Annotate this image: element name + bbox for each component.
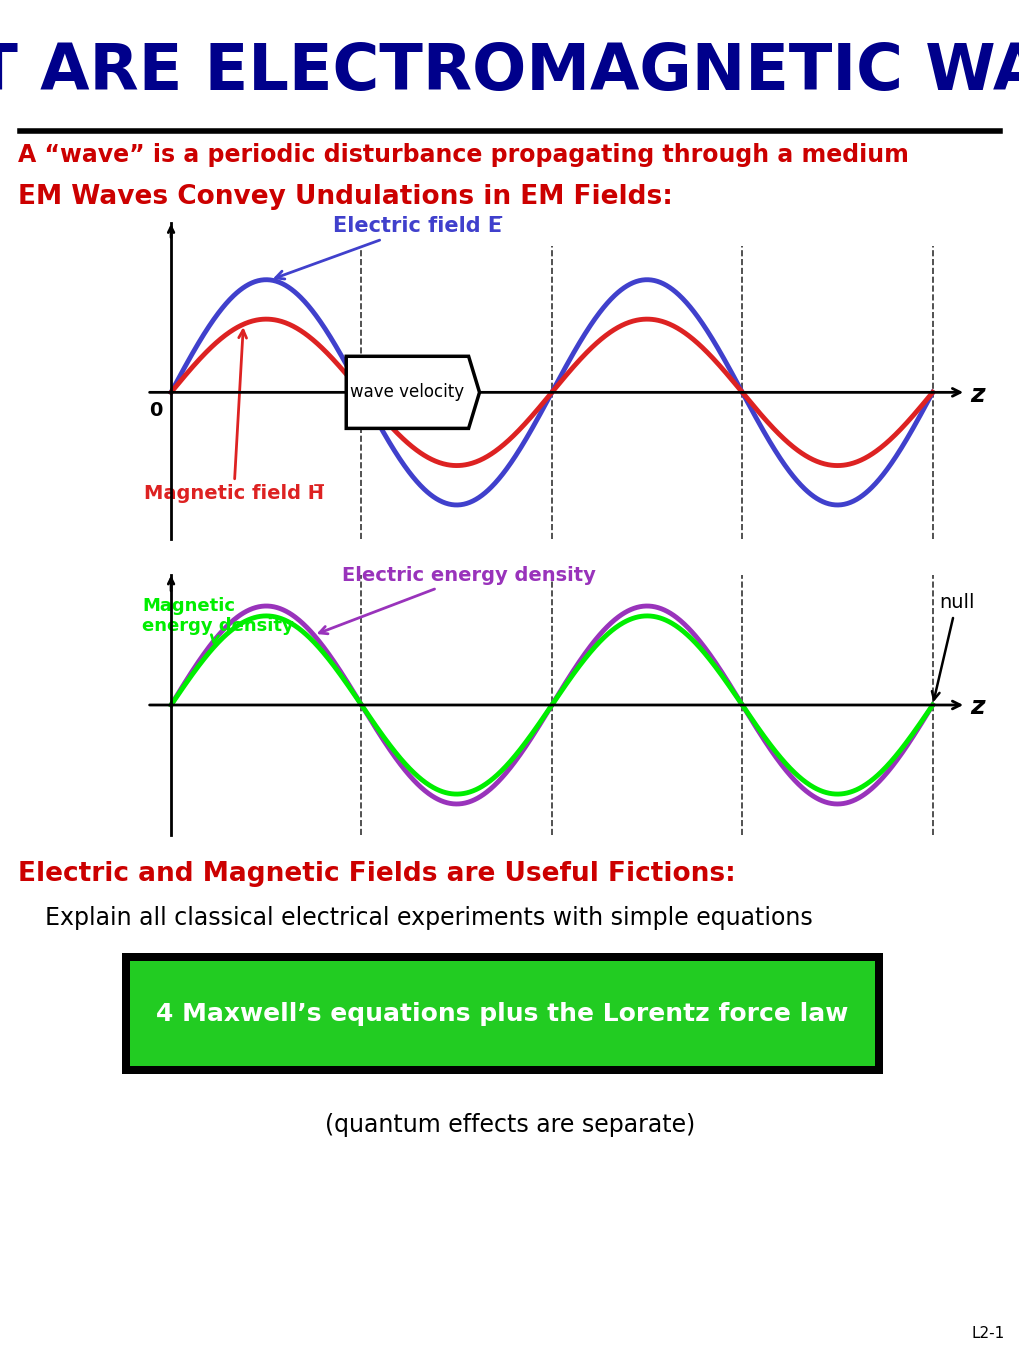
Text: Magnetic field H̅: Magnetic field H̅	[144, 331, 323, 504]
Text: WHAT ARE ELECTROMAGNETIC WAVES?: WHAT ARE ELECTROMAGNETIC WAVES?	[0, 41, 1019, 103]
FancyBboxPatch shape	[122, 953, 882, 1074]
Text: A “wave” is a periodic disturbance propagating through a medium: A “wave” is a periodic disturbance propa…	[18, 143, 908, 167]
Text: z: z	[969, 695, 983, 720]
Text: 0: 0	[149, 401, 162, 421]
Text: null: null	[931, 593, 973, 700]
Text: Explain all classical electrical experiments with simple equations: Explain all classical electrical experim…	[45, 906, 812, 930]
Text: wave velocity: wave velocity	[350, 384, 464, 401]
Text: Electric and Magnetic Fields are Useful Fictions:: Electric and Magnetic Fields are Useful …	[18, 862, 735, 887]
Text: Electric energy density: Electric energy density	[319, 566, 596, 634]
Polygon shape	[345, 357, 479, 429]
Text: Electric field E̅: Electric field E̅	[275, 216, 501, 279]
Text: (quantum effects are separate): (quantum effects are separate)	[325, 1113, 694, 1136]
Text: L2-1: L2-1	[971, 1326, 1004, 1341]
Text: z: z	[969, 382, 983, 407]
Text: 4 Maxwell’s equations plus the Lorentz force law: 4 Maxwell’s equations plus the Lorentz f…	[156, 1002, 848, 1025]
Text: EM Waves Convey Undulations in EM Fields:: EM Waves Convey Undulations in EM Fields…	[18, 184, 673, 210]
Text: Magnetic
energy density: Magnetic energy density	[142, 596, 293, 642]
FancyBboxPatch shape	[129, 961, 874, 1066]
